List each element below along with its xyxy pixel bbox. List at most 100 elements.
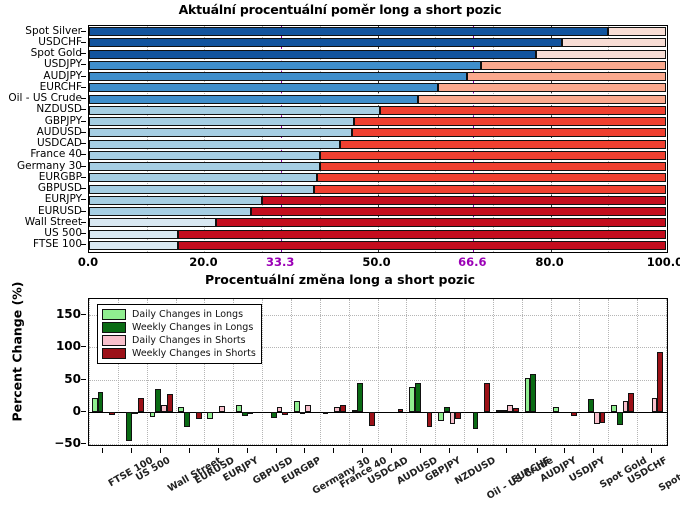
y-axis-tick-label: AUDJPY xyxy=(43,69,82,82)
short-segment xyxy=(438,83,666,93)
y-axis-tick xyxy=(81,221,86,223)
bar xyxy=(495,409,502,412)
bar-group xyxy=(637,299,666,445)
legend-label: Daily Changes in Longs xyxy=(132,309,244,320)
y-axis-tick xyxy=(81,165,86,167)
long-segment xyxy=(89,184,315,194)
x-axis-tick xyxy=(217,448,219,453)
gridline-vertical xyxy=(579,299,581,445)
long-segment xyxy=(89,83,439,93)
bar xyxy=(293,401,300,412)
legend-swatch xyxy=(102,309,126,320)
bar-group xyxy=(204,299,233,445)
y-axis-tick-label: Oil - US Crude xyxy=(8,92,82,105)
stacked-bar-row xyxy=(89,49,667,59)
short-segment xyxy=(319,150,666,160)
y-axis-tick-label: AUDUSD xyxy=(36,125,82,138)
bar xyxy=(524,378,531,412)
x-axis-tick-label: 50.0 xyxy=(362,255,391,269)
bottom-chart-gridlines xyxy=(89,299,667,445)
y-axis-tick xyxy=(81,131,86,133)
gridline-vertical xyxy=(464,299,466,445)
stacked-bar-row xyxy=(89,60,667,70)
bottom-chart-y-axis-labels: Percent Change (%) −50 0 50 100 150 xyxy=(0,281,86,450)
bar xyxy=(426,411,433,428)
gridline-vertical xyxy=(521,299,523,445)
y-axis-tick-label: EURGBP xyxy=(38,170,82,183)
bar xyxy=(339,405,346,412)
x-axis-tick xyxy=(390,448,392,453)
y-axis-tick xyxy=(81,233,86,235)
short-segment xyxy=(339,139,666,149)
gridline-threshold xyxy=(473,26,475,252)
bar xyxy=(351,410,358,413)
stacked-bar-row xyxy=(89,184,667,194)
bottom-chart-plot-area: Daily Changes in Longs Weekly Changes in … xyxy=(88,298,668,446)
long-segment xyxy=(89,72,467,82)
bar xyxy=(368,411,375,426)
x-axis-tick xyxy=(246,448,248,453)
long-segment xyxy=(89,139,340,149)
bar xyxy=(270,411,277,418)
zero-line xyxy=(89,411,667,413)
y-axis-tick-label: GBPUSD xyxy=(37,182,82,195)
legend-swatch xyxy=(102,322,126,333)
long-segment xyxy=(89,117,355,127)
y-axis-tick xyxy=(81,143,86,145)
bar xyxy=(236,405,242,412)
bar xyxy=(530,374,537,412)
y-axis-tick xyxy=(81,53,86,55)
bar-group xyxy=(176,299,205,445)
bottom-chart-y-axis-title: Percent Change (%) xyxy=(9,281,25,422)
bar xyxy=(166,393,173,412)
long-segment xyxy=(89,128,352,138)
short-segment xyxy=(250,207,666,217)
y-axis-tick-label: Wall Street xyxy=(24,215,82,228)
x-axis-tick-label: 33.3 xyxy=(265,255,295,269)
long-segment xyxy=(89,173,317,183)
short-segment xyxy=(215,218,666,228)
bar-group xyxy=(147,299,176,445)
stacked-bar-row xyxy=(89,83,667,93)
gridline-vertical xyxy=(233,299,235,445)
bar xyxy=(616,411,623,425)
short-segment xyxy=(178,240,666,250)
bar xyxy=(501,410,508,413)
bar xyxy=(207,411,214,419)
legend-item: Daily Changes in Shorts xyxy=(102,334,256,347)
x-axis-tick xyxy=(304,448,306,453)
gridline-vertical xyxy=(637,299,639,445)
bar xyxy=(414,383,421,412)
bar xyxy=(161,404,167,412)
top-chart-gridlines xyxy=(89,26,667,252)
bar xyxy=(276,407,283,412)
gridline-vertical xyxy=(608,299,610,445)
bar xyxy=(553,406,560,412)
x-axis-tick xyxy=(564,448,566,453)
gridline-vertical xyxy=(550,299,552,445)
bar xyxy=(507,405,514,412)
long-segment xyxy=(89,94,418,104)
gridline-major xyxy=(550,26,553,252)
x-axis-tick-label: 100.0 xyxy=(646,255,680,269)
bottom-chart-legend: Daily Changes in Longs Weekly Changes in … xyxy=(97,304,262,364)
short-segment xyxy=(380,105,666,115)
gridline-vertical xyxy=(666,299,667,445)
gridline-threshold xyxy=(281,26,283,252)
gridline-vertical xyxy=(146,299,148,445)
bar xyxy=(484,383,490,412)
bar xyxy=(299,411,306,414)
long-segment xyxy=(89,38,563,48)
x-axis-tick xyxy=(535,448,537,453)
gridline-minor xyxy=(608,26,610,252)
y-axis-tick xyxy=(81,86,86,88)
bar xyxy=(132,411,139,415)
y-axis-tick-label: NZDUSD xyxy=(36,103,82,116)
bar xyxy=(513,407,519,412)
top-chart-x-axis-ticks: 0.0 20.0 33.3 50.0 66.6 80.0 100.0 xyxy=(78,255,680,271)
long-segment xyxy=(89,27,609,37)
y-axis-tick xyxy=(81,176,86,178)
legend-item: Weekly Changes in Longs xyxy=(102,321,256,334)
y-axis-tick-label: USDJPY xyxy=(43,58,82,71)
x-axis-tick xyxy=(131,448,133,453)
